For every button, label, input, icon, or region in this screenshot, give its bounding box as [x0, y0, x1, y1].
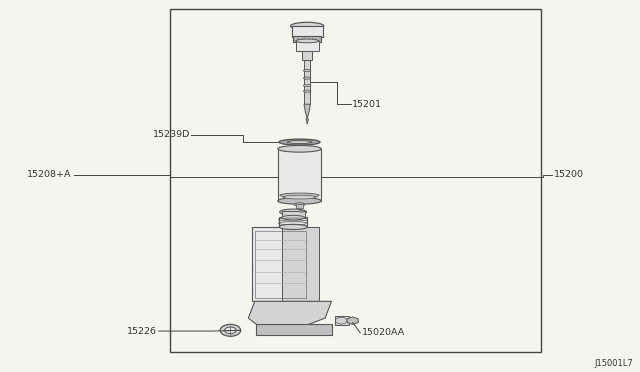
Bar	[292, 26, 323, 37]
Ellipse shape	[303, 84, 311, 87]
Bar	[335, 316, 349, 325]
Ellipse shape	[279, 139, 320, 145]
Bar	[282, 227, 319, 301]
Text: 15226: 15226	[127, 327, 157, 336]
Bar	[293, 36, 321, 42]
Bar	[302, 51, 312, 60]
Text: 15208+A: 15208+A	[27, 170, 72, 179]
Bar	[256, 324, 332, 335]
Ellipse shape	[220, 324, 241, 336]
Bar	[252, 227, 309, 301]
Polygon shape	[304, 104, 310, 120]
Ellipse shape	[279, 224, 307, 230]
Bar	[170, 9, 541, 352]
Ellipse shape	[294, 203, 305, 206]
Bar	[296, 41, 319, 51]
Text: 15020AA: 15020AA	[362, 328, 405, 337]
Ellipse shape	[291, 22, 324, 30]
Bar	[255, 231, 306, 298]
Ellipse shape	[300, 210, 305, 212]
Ellipse shape	[278, 198, 321, 204]
Polygon shape	[347, 317, 358, 324]
Ellipse shape	[303, 70, 311, 72]
Ellipse shape	[296, 39, 319, 43]
Ellipse shape	[303, 77, 311, 79]
Ellipse shape	[280, 209, 307, 215]
Ellipse shape	[278, 145, 321, 152]
Ellipse shape	[287, 141, 312, 144]
Ellipse shape	[284, 195, 316, 199]
Text: 15200: 15200	[554, 170, 584, 179]
Text: J15001L7: J15001L7	[595, 359, 634, 368]
Ellipse shape	[303, 90, 311, 92]
Bar	[279, 217, 307, 227]
Bar	[304, 60, 310, 104]
Ellipse shape	[225, 327, 236, 334]
Bar	[282, 211, 305, 218]
Bar	[278, 149, 321, 201]
Ellipse shape	[280, 193, 319, 198]
Polygon shape	[306, 119, 308, 124]
Polygon shape	[248, 301, 332, 326]
Ellipse shape	[282, 215, 305, 220]
Bar	[296, 204, 303, 208]
Text: 15201: 15201	[352, 100, 382, 109]
Text: 15239D: 15239D	[154, 130, 191, 139]
